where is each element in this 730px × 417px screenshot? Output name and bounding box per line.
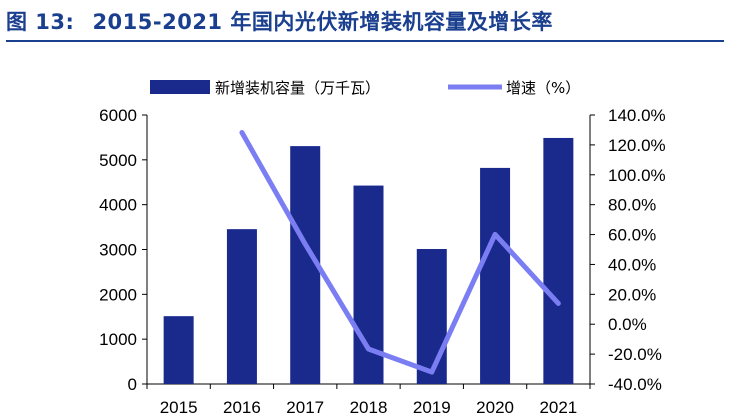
- x-tick-label: 2021: [539, 398, 577, 417]
- right-tick-label: 80.0%: [608, 196, 656, 215]
- x-tick-label: 2018: [350, 398, 388, 417]
- right-tick-label: 120.0%: [608, 136, 666, 155]
- x-tick-label: 2017: [286, 398, 324, 417]
- x-tick-label: 2016: [223, 398, 261, 417]
- right-tick-label: -40.0%: [608, 375, 662, 394]
- x-tick-label: 2015: [160, 398, 198, 417]
- right-tick-label: 60.0%: [608, 226, 656, 245]
- right-tick-label: 0.0%: [608, 315, 647, 334]
- x-tick-label: 2020: [476, 398, 514, 417]
- figure-title: 图 13: 2015-2021 年国内光伏新增装机容量及增长率: [6, 6, 724, 36]
- legend-bar-swatch: [150, 80, 210, 94]
- legend-line-label: 增速（%）: [506, 79, 580, 97]
- x-tick-label: 2019: [413, 398, 451, 417]
- figure-label: 图 13:: [6, 10, 75, 34]
- bar: [480, 167, 511, 384]
- left-tick-label: 4000: [99, 196, 137, 215]
- bar: [226, 229, 257, 384]
- growth-series-line: [239, 129, 561, 375]
- left-tick-label: 1000: [99, 330, 137, 349]
- right-tick-label: 140.0%: [608, 106, 666, 125]
- right-tick-label: 100.0%: [608, 166, 666, 185]
- bar: [543, 137, 574, 384]
- bar: [416, 249, 447, 384]
- figure-title-text: 2015-2021 年国内光伏新增装机容量及增长率: [92, 10, 553, 34]
- right-tick-label: 40.0%: [608, 255, 656, 274]
- left-tick-label: 0: [128, 375, 137, 394]
- bar: [163, 316, 194, 384]
- left-tick-label: 2000: [99, 285, 137, 304]
- right-tick-label: -20.0%: [608, 345, 662, 364]
- left-tick-label: 3000: [99, 241, 137, 260]
- legend-bar-label: 新增装机容量（万千瓦）: [215, 79, 380, 97]
- left-tick-label: 6000: [99, 106, 137, 125]
- left-tick-label: 5000: [99, 151, 137, 170]
- title-rule: [6, 40, 724, 42]
- right-tick-label: 20.0%: [608, 285, 656, 304]
